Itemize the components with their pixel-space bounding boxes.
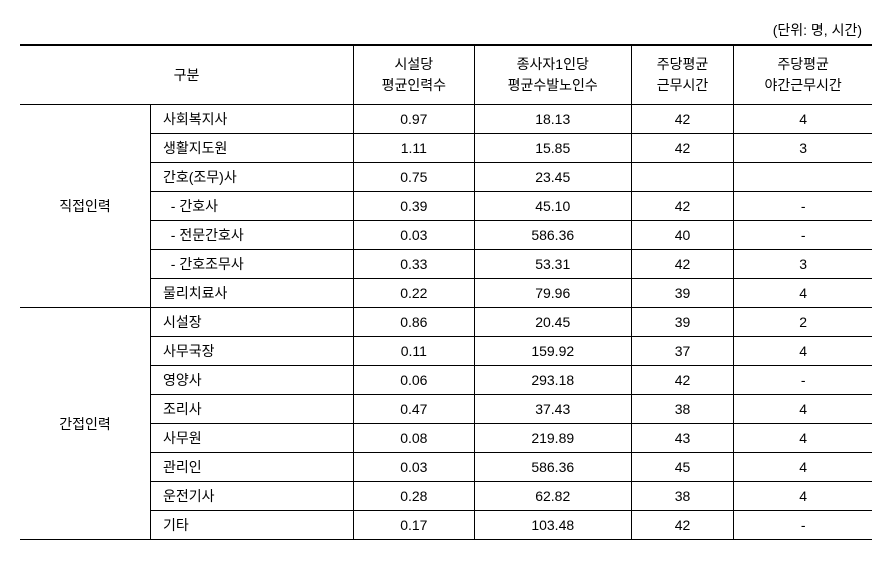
header-col3-line2: 근무시간 bbox=[657, 77, 709, 93]
role-cell: 조리사 bbox=[151, 395, 354, 424]
value-cell: 45.10 bbox=[474, 192, 631, 221]
value-cell bbox=[631, 163, 734, 192]
value-cell: 42 bbox=[631, 192, 734, 221]
value-cell: 42 bbox=[631, 105, 734, 134]
value-cell: 39 bbox=[631, 279, 734, 308]
value-cell: 0.22 bbox=[354, 279, 475, 308]
value-cell: 23.45 bbox=[474, 163, 631, 192]
header-col1-line1: 시설당 bbox=[395, 56, 434, 72]
header-col1-line2: 평균인력수 bbox=[382, 77, 446, 93]
value-cell: 4 bbox=[734, 424, 872, 453]
header-col2: 종사자1인당 평균수발노인수 bbox=[474, 45, 631, 105]
value-cell: 37 bbox=[631, 337, 734, 366]
value-cell: 0.11 bbox=[354, 337, 475, 366]
value-cell: 0.97 bbox=[354, 105, 475, 134]
role-cell: - 전문간호사 bbox=[151, 221, 354, 250]
value-cell: 42 bbox=[631, 366, 734, 395]
role-cell: - 간호조무사 bbox=[151, 250, 354, 279]
role-cell: 운전기사 bbox=[151, 482, 354, 511]
header-col3: 주당평균 근무시간 bbox=[631, 45, 734, 105]
header-col4: 주당평균 야간근무시간 bbox=[734, 45, 872, 105]
table-row: 직접인력사회복지사0.9718.13424 bbox=[20, 105, 872, 134]
header-category: 구분 bbox=[20, 45, 354, 105]
value-cell bbox=[734, 163, 872, 192]
header-col4-line2: 야간근무시간 bbox=[765, 77, 842, 93]
value-cell: 0.39 bbox=[354, 192, 475, 221]
value-cell: 0.17 bbox=[354, 511, 475, 540]
value-cell: 15.85 bbox=[474, 134, 631, 163]
data-table: 구분 시설당 평균인력수 종사자1인당 평균수발노인수 주당평균 근무시간 주당… bbox=[20, 44, 872, 540]
value-cell: 0.08 bbox=[354, 424, 475, 453]
value-cell: 18.13 bbox=[474, 105, 631, 134]
role-cell: 사회복지사 bbox=[151, 105, 354, 134]
value-cell: 0.86 bbox=[354, 308, 475, 337]
header-col2-line1: 종사자1인당 bbox=[517, 56, 589, 72]
value-cell: 79.96 bbox=[474, 279, 631, 308]
value-cell: 20.45 bbox=[474, 308, 631, 337]
group-label: 간접인력 bbox=[20, 308, 151, 540]
role-cell: 물리치료사 bbox=[151, 279, 354, 308]
table-row: 간접인력시설장0.8620.45392 bbox=[20, 308, 872, 337]
value-cell: 0.06 bbox=[354, 366, 475, 395]
value-cell: 586.36 bbox=[474, 221, 631, 250]
value-cell: 0.03 bbox=[354, 221, 475, 250]
value-cell: 40 bbox=[631, 221, 734, 250]
role-cell: - 간호사 bbox=[151, 192, 354, 221]
value-cell: 219.89 bbox=[474, 424, 631, 453]
role-cell: 사무원 bbox=[151, 424, 354, 453]
value-cell: 4 bbox=[734, 279, 872, 308]
value-cell: 0.03 bbox=[354, 453, 475, 482]
unit-label: (단위: 명, 시간) bbox=[20, 20, 872, 40]
value-cell: 42 bbox=[631, 511, 734, 540]
role-cell: 사무국장 bbox=[151, 337, 354, 366]
value-cell: 45 bbox=[631, 453, 734, 482]
value-cell: 2 bbox=[734, 308, 872, 337]
value-cell: - bbox=[734, 366, 872, 395]
role-cell: 간호(조무)사 bbox=[151, 163, 354, 192]
value-cell: - bbox=[734, 192, 872, 221]
value-cell: 38 bbox=[631, 395, 734, 424]
value-cell: 586.36 bbox=[474, 453, 631, 482]
value-cell: 38 bbox=[631, 482, 734, 511]
role-cell: 영양사 bbox=[151, 366, 354, 395]
header-row: 구분 시설당 평균인력수 종사자1인당 평균수발노인수 주당평균 근무시간 주당… bbox=[20, 45, 872, 105]
value-cell: 3 bbox=[734, 134, 872, 163]
value-cell: 3 bbox=[734, 250, 872, 279]
value-cell: 103.48 bbox=[474, 511, 631, 540]
value-cell: 4 bbox=[734, 395, 872, 424]
value-cell: 0.47 bbox=[354, 395, 475, 424]
role-cell: 생활지도원 bbox=[151, 134, 354, 163]
value-cell: 43 bbox=[631, 424, 734, 453]
value-cell: - bbox=[734, 511, 872, 540]
value-cell: 4 bbox=[734, 337, 872, 366]
value-cell: 42 bbox=[631, 134, 734, 163]
value-cell: 4 bbox=[734, 105, 872, 134]
header-col2-line2: 평균수발노인수 bbox=[508, 77, 598, 93]
role-cell: 관리인 bbox=[151, 453, 354, 482]
value-cell: 4 bbox=[734, 482, 872, 511]
header-col4-line1: 주당평균 bbox=[777, 56, 829, 72]
role-cell: 기타 bbox=[151, 511, 354, 540]
value-cell: 42 bbox=[631, 250, 734, 279]
value-cell: 53.31 bbox=[474, 250, 631, 279]
value-cell: 159.92 bbox=[474, 337, 631, 366]
value-cell: 0.75 bbox=[354, 163, 475, 192]
value-cell: 39 bbox=[631, 308, 734, 337]
value-cell: 62.82 bbox=[474, 482, 631, 511]
value-cell: - bbox=[734, 221, 872, 250]
group-label: 직접인력 bbox=[20, 105, 151, 308]
value-cell: 4 bbox=[734, 453, 872, 482]
value-cell: 0.28 bbox=[354, 482, 475, 511]
header-col3-line1: 주당평균 bbox=[657, 56, 709, 72]
value-cell: 0.33 bbox=[354, 250, 475, 279]
value-cell: 1.11 bbox=[354, 134, 475, 163]
role-cell: 시설장 bbox=[151, 308, 354, 337]
header-col1: 시설당 평균인력수 bbox=[354, 45, 475, 105]
value-cell: 293.18 bbox=[474, 366, 631, 395]
value-cell: 37.43 bbox=[474, 395, 631, 424]
